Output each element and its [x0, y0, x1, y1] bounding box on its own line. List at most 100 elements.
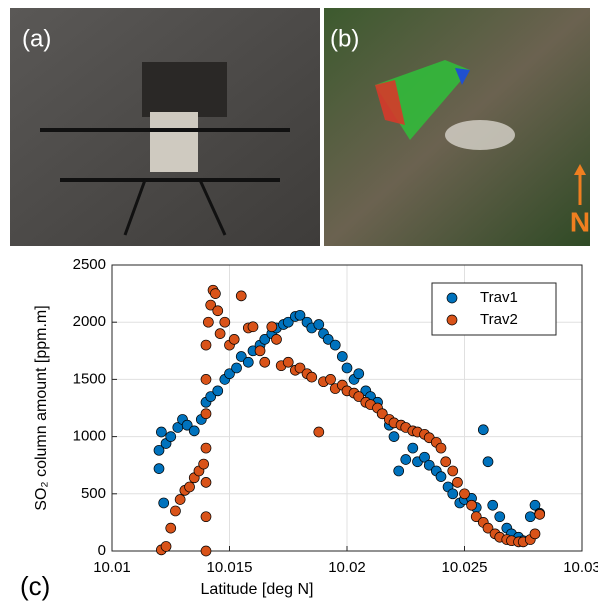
point — [400, 454, 412, 465]
point — [336, 351, 348, 362]
point — [235, 351, 247, 362]
point — [188, 425, 200, 437]
x-axis-label: Latitude [deg N] — [201, 581, 314, 598]
point — [153, 444, 165, 456]
point — [482, 456, 494, 468]
point — [282, 316, 294, 328]
point — [235, 290, 247, 302]
point — [200, 442, 212, 454]
point — [423, 459, 435, 471]
point — [259, 334, 271, 345]
point — [459, 488, 470, 500]
point — [254, 345, 266, 357]
point — [200, 374, 212, 385]
point — [435, 471, 447, 482]
y-tick-label: 2500 — [73, 256, 106, 273]
point — [487, 499, 499, 511]
point — [494, 511, 506, 523]
panel-label: (b) — [330, 25, 359, 52]
legend-label: Trav1 — [480, 289, 518, 306]
point — [376, 408, 388, 420]
point — [184, 481, 195, 493]
point — [447, 465, 459, 477]
point — [170, 505, 181, 517]
point — [158, 497, 170, 509]
x-tick-label: 10.02 — [328, 559, 366, 576]
point — [160, 541, 172, 552]
legend-marker — [446, 292, 458, 304]
point — [353, 368, 365, 380]
point — [214, 328, 226, 339]
point — [353, 391, 365, 402]
point — [231, 362, 242, 374]
photo-drone — [10, 8, 320, 246]
point — [212, 385, 224, 397]
point — [482, 522, 494, 534]
point — [153, 463, 165, 474]
point — [419, 451, 430, 463]
x-tick-label: 10.015 — [207, 559, 253, 576]
point — [534, 509, 546, 520]
point — [322, 334, 334, 345]
point — [313, 319, 325, 330]
point — [219, 316, 231, 328]
point — [466, 499, 477, 511]
axes-box — [111, 264, 583, 552]
point — [341, 362, 353, 374]
y-tick-label: 0 — [98, 542, 106, 559]
y-tick-label: 1500 — [73, 370, 106, 387]
point — [393, 465, 405, 477]
y-axis-label: SO₂ column amount [ppm.m] — [33, 305, 50, 510]
point — [524, 511, 536, 523]
point — [294, 362, 306, 374]
panel-label: (a) — [22, 25, 51, 52]
point — [435, 442, 447, 454]
point — [266, 321, 278, 333]
point — [205, 299, 217, 311]
legend-label: Trav2 — [480, 311, 518, 328]
point — [452, 477, 463, 488]
point — [271, 334, 282, 345]
x-tick-label: 10.025 — [442, 559, 488, 576]
point — [313, 426, 325, 438]
y-tick-label: 1000 — [73, 428, 106, 445]
point — [282, 356, 294, 368]
point — [200, 511, 212, 523]
point — [325, 374, 336, 385]
point — [174, 494, 186, 505]
point — [259, 356, 271, 368]
point — [200, 477, 212, 488]
point — [200, 545, 212, 557]
point — [224, 368, 235, 380]
point — [329, 339, 341, 351]
x-tick-label: 10.01 — [93, 559, 131, 576]
point — [200, 339, 212, 351]
point — [447, 488, 459, 500]
point — [388, 431, 400, 442]
point — [247, 321, 259, 333]
y-tick-label: 2000 — [73, 313, 106, 330]
point — [477, 424, 489, 436]
point — [470, 511, 482, 523]
plot: 0 500 1000 1500 2000 2500 10.01 10.015 10.02 10.0… — [73, 256, 598, 576]
point — [198, 458, 209, 470]
point — [306, 371, 318, 383]
point — [440, 456, 452, 468]
point — [407, 442, 419, 454]
point — [529, 528, 541, 540]
point — [210, 288, 221, 299]
point — [165, 522, 177, 534]
point — [294, 309, 306, 321]
point — [156, 426, 167, 438]
panel-label: (c) — [20, 571, 50, 601]
point — [212, 305, 224, 317]
point — [205, 391, 217, 402]
y-tick-label: 500 — [81, 485, 106, 502]
point — [200, 408, 212, 420]
photo-terrain — [324, 8, 590, 246]
point — [165, 431, 177, 442]
point — [242, 356, 254, 368]
north-label: N — [570, 206, 590, 237]
legend-marker — [446, 314, 458, 326]
